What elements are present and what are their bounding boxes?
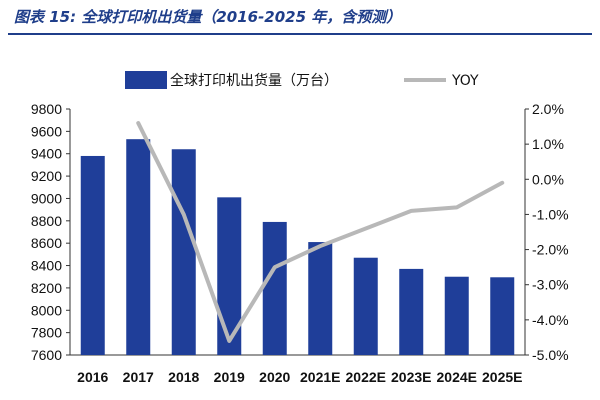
title-bar: 图表 15: 全球打印机出货量（2016-2025 年，含预测）: [0, 0, 600, 36]
axis-labels: 9800 9600 9400 9200 9000 8800 8600 8400 8200 8000…: [31, 101, 569, 385]
x-tick-label: 2022E: [346, 369, 386, 385]
legend-line-label: YOY: [451, 73, 479, 89]
y-tick-label: 8800: [31, 213, 62, 229]
y2-tick-label: -3.0%: [532, 277, 569, 293]
legend-bar-label: 全球打印机出货量（万台）: [170, 72, 338, 89]
yoy-line: [136, 121, 505, 343]
bar-2019: [217, 197, 242, 355]
x-tick-label: 2016: [77, 369, 108, 385]
y-tick-label: 8600: [31, 235, 62, 251]
y2-tick-label: 1.0%: [532, 136, 564, 152]
yoy-line-layer: [136, 121, 505, 343]
x-tick-label: 2018: [168, 369, 199, 385]
bar-2020: [262, 221, 287, 355]
bar-2022E: [353, 257, 378, 355]
y-tick-label: 8000: [31, 302, 62, 318]
bar-2021E: [308, 242, 333, 355]
bar-2017: [126, 139, 151, 355]
bar-2024E: [444, 276, 469, 355]
x-tick-label: 2019: [214, 369, 245, 385]
bars: [80, 139, 515, 355]
legend: 全球打印机出货量（万台） YOY: [125, 71, 479, 89]
bar-2025E: [490, 277, 515, 355]
bar-2023E: [399, 268, 424, 355]
y-tick-label: 9200: [31, 168, 62, 184]
y2-tick-label: -5.0%: [532, 347, 569, 363]
y-tick-label: 9000: [31, 190, 62, 206]
y-tick-label: 8200: [31, 280, 62, 296]
x-tick-label: 2020: [259, 369, 290, 385]
y2-tick-label: -1.0%: [532, 206, 569, 222]
y2-tick-label: -4.0%: [532, 312, 569, 328]
y2-tick-label: 0.0%: [532, 171, 564, 187]
y-tick-label: 7600: [31, 347, 62, 363]
x-tick-label: 2023E: [391, 369, 431, 385]
y-tick-label: 9600: [31, 123, 62, 139]
bar-2016: [80, 155, 105, 355]
x-tick-label: 2024E: [437, 369, 477, 385]
y-tick-label: 9800: [31, 101, 62, 117]
y-tick-label: 8400: [31, 258, 62, 274]
x-tick-label: 2021E: [300, 369, 340, 385]
legend-bar-swatch: [125, 71, 167, 89]
y-tick-label: 7800: [31, 325, 62, 341]
x-tick-label: 2017: [123, 369, 154, 385]
y2-tick-label: -2.0%: [532, 242, 569, 258]
x-tick-label: 2025E: [482, 369, 522, 385]
chart-title: 图表 15: 全球打印机出货量（2016-2025 年，含预测）: [14, 8, 402, 26]
bar-2018: [171, 149, 196, 355]
y-tick-label: 9400: [31, 146, 62, 162]
title-rule: [8, 33, 592, 35]
y2-tick-label: 2.0%: [532, 101, 564, 117]
